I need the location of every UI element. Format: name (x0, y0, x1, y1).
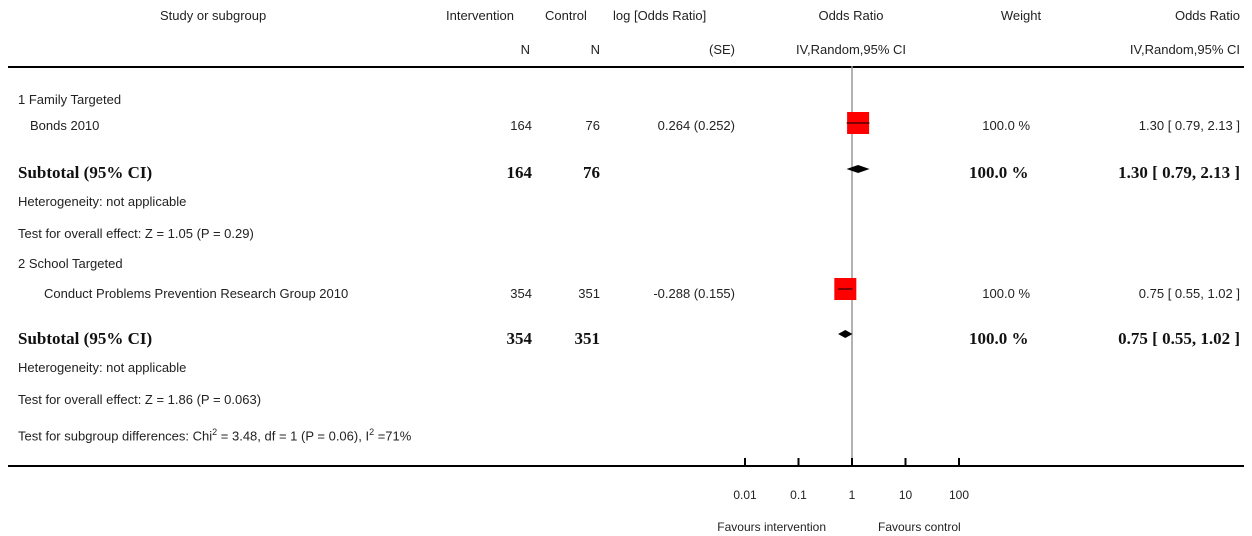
group-title: 2 School Targeted (18, 256, 123, 271)
x-tick-label: 100 (948, 488, 970, 502)
x-tick-label: 10 (898, 488, 913, 502)
header-or-text: Odds Ratio (1174, 8, 1240, 23)
header-control: Control (545, 8, 587, 23)
heterogeneity-text: Heterogeneity: not applicable (18, 194, 187, 209)
study-logor-se: -0.288 (0.155) (653, 286, 735, 301)
group-title: 1 Family Targeted (18, 92, 122, 107)
header-study: Study or subgroup (160, 8, 267, 23)
subtotal-n-intervention: 354 (506, 329, 533, 348)
study-n-intervention: 164 (510, 118, 532, 133)
study-n-intervention: 354 (510, 286, 532, 301)
study-name: Bonds 2010 (30, 118, 100, 133)
study-weight: 100.0 % (982, 286, 1030, 301)
subtotal-n-control: 351 (574, 329, 601, 348)
subtotal-n-intervention: 164 (506, 163, 533, 182)
top-rule (8, 66, 1244, 68)
overall-effect-text: Test for overall effect: Z = 1.86 (P = 0… (18, 392, 262, 407)
header-or-plot: Odds Ratio (818, 8, 884, 23)
subtotal-diamond (846, 165, 870, 173)
x-tick-label: 0.01 (733, 488, 757, 502)
study-n-control: 76 (585, 118, 600, 133)
subtotal-weight: 100.0 % (969, 163, 1029, 182)
header-or-plot-ci: IV,Random,95% CI (795, 42, 907, 57)
study-name: Conduct Problems Prevention Research Gro… (44, 286, 349, 301)
study-ci: 0.75 [ 0.55, 1.02 ] (1138, 286, 1240, 301)
subtotal-label: Subtotal (95% CI) (18, 163, 153, 182)
x-tick-label: 1 (848, 488, 856, 502)
favours-intervention: Favours intervention (717, 520, 826, 534)
study-ci: 1.30 [ 0.79, 2.13 ] (1138, 118, 1240, 133)
subtotal-weight: 100.0 % (969, 329, 1029, 348)
study-logor-se: 0.264 (0.252) (657, 118, 735, 133)
header-logor: log [Odds Ratio] (613, 8, 707, 23)
subtotal-label: Subtotal (95% CI) (18, 329, 153, 348)
study-weight: 100.0 % (982, 118, 1030, 133)
header-intervention: Intervention (446, 8, 514, 23)
heterogeneity-text: Heterogeneity: not applicable (18, 360, 187, 375)
subgroup-differences-text: Test for subgroup differences: Chi2 = 3.… (18, 427, 412, 444)
header-logor-se: (SE) (709, 42, 735, 57)
header-control-n: N (590, 42, 600, 57)
study-n-control: 351 (578, 286, 600, 301)
header-intervention-n: N (520, 42, 530, 57)
favours-control: Favours control (878, 520, 961, 534)
bottom-rule (8, 465, 1244, 467)
header-or-text-ci: IV,Random,95% CI (1129, 42, 1240, 57)
subtotal-ci: 0.75 [ 0.55, 1.02 ] (1118, 329, 1240, 348)
subtotal-diamond (838, 330, 853, 338)
subtotal-ci: 1.30 [ 0.79, 2.13 ] (1118, 163, 1240, 182)
header-weight: Weight (1000, 8, 1042, 23)
x-tick-label: 0.1 (790, 488, 807, 502)
overall-effect-text: Test for overall effect: Z = 1.05 (P = 0… (18, 226, 254, 241)
subtotal-n-control: 76 (583, 163, 600, 182)
